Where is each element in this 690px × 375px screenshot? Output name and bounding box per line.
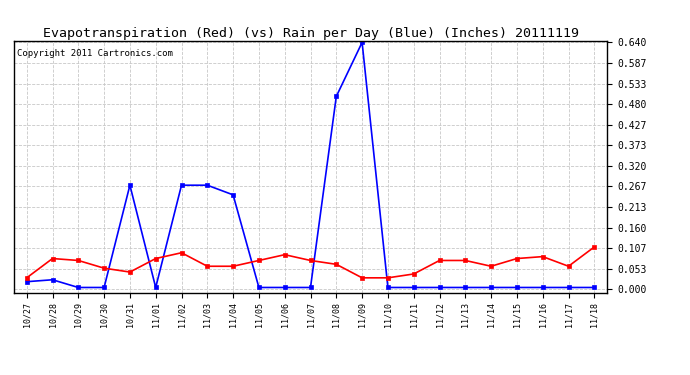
Text: Copyright 2011 Cartronics.com: Copyright 2011 Cartronics.com <box>17 49 172 58</box>
Title: Evapotranspiration (Red) (vs) Rain per Day (Blue) (Inches) 20111119: Evapotranspiration (Red) (vs) Rain per D… <box>43 27 578 40</box>
